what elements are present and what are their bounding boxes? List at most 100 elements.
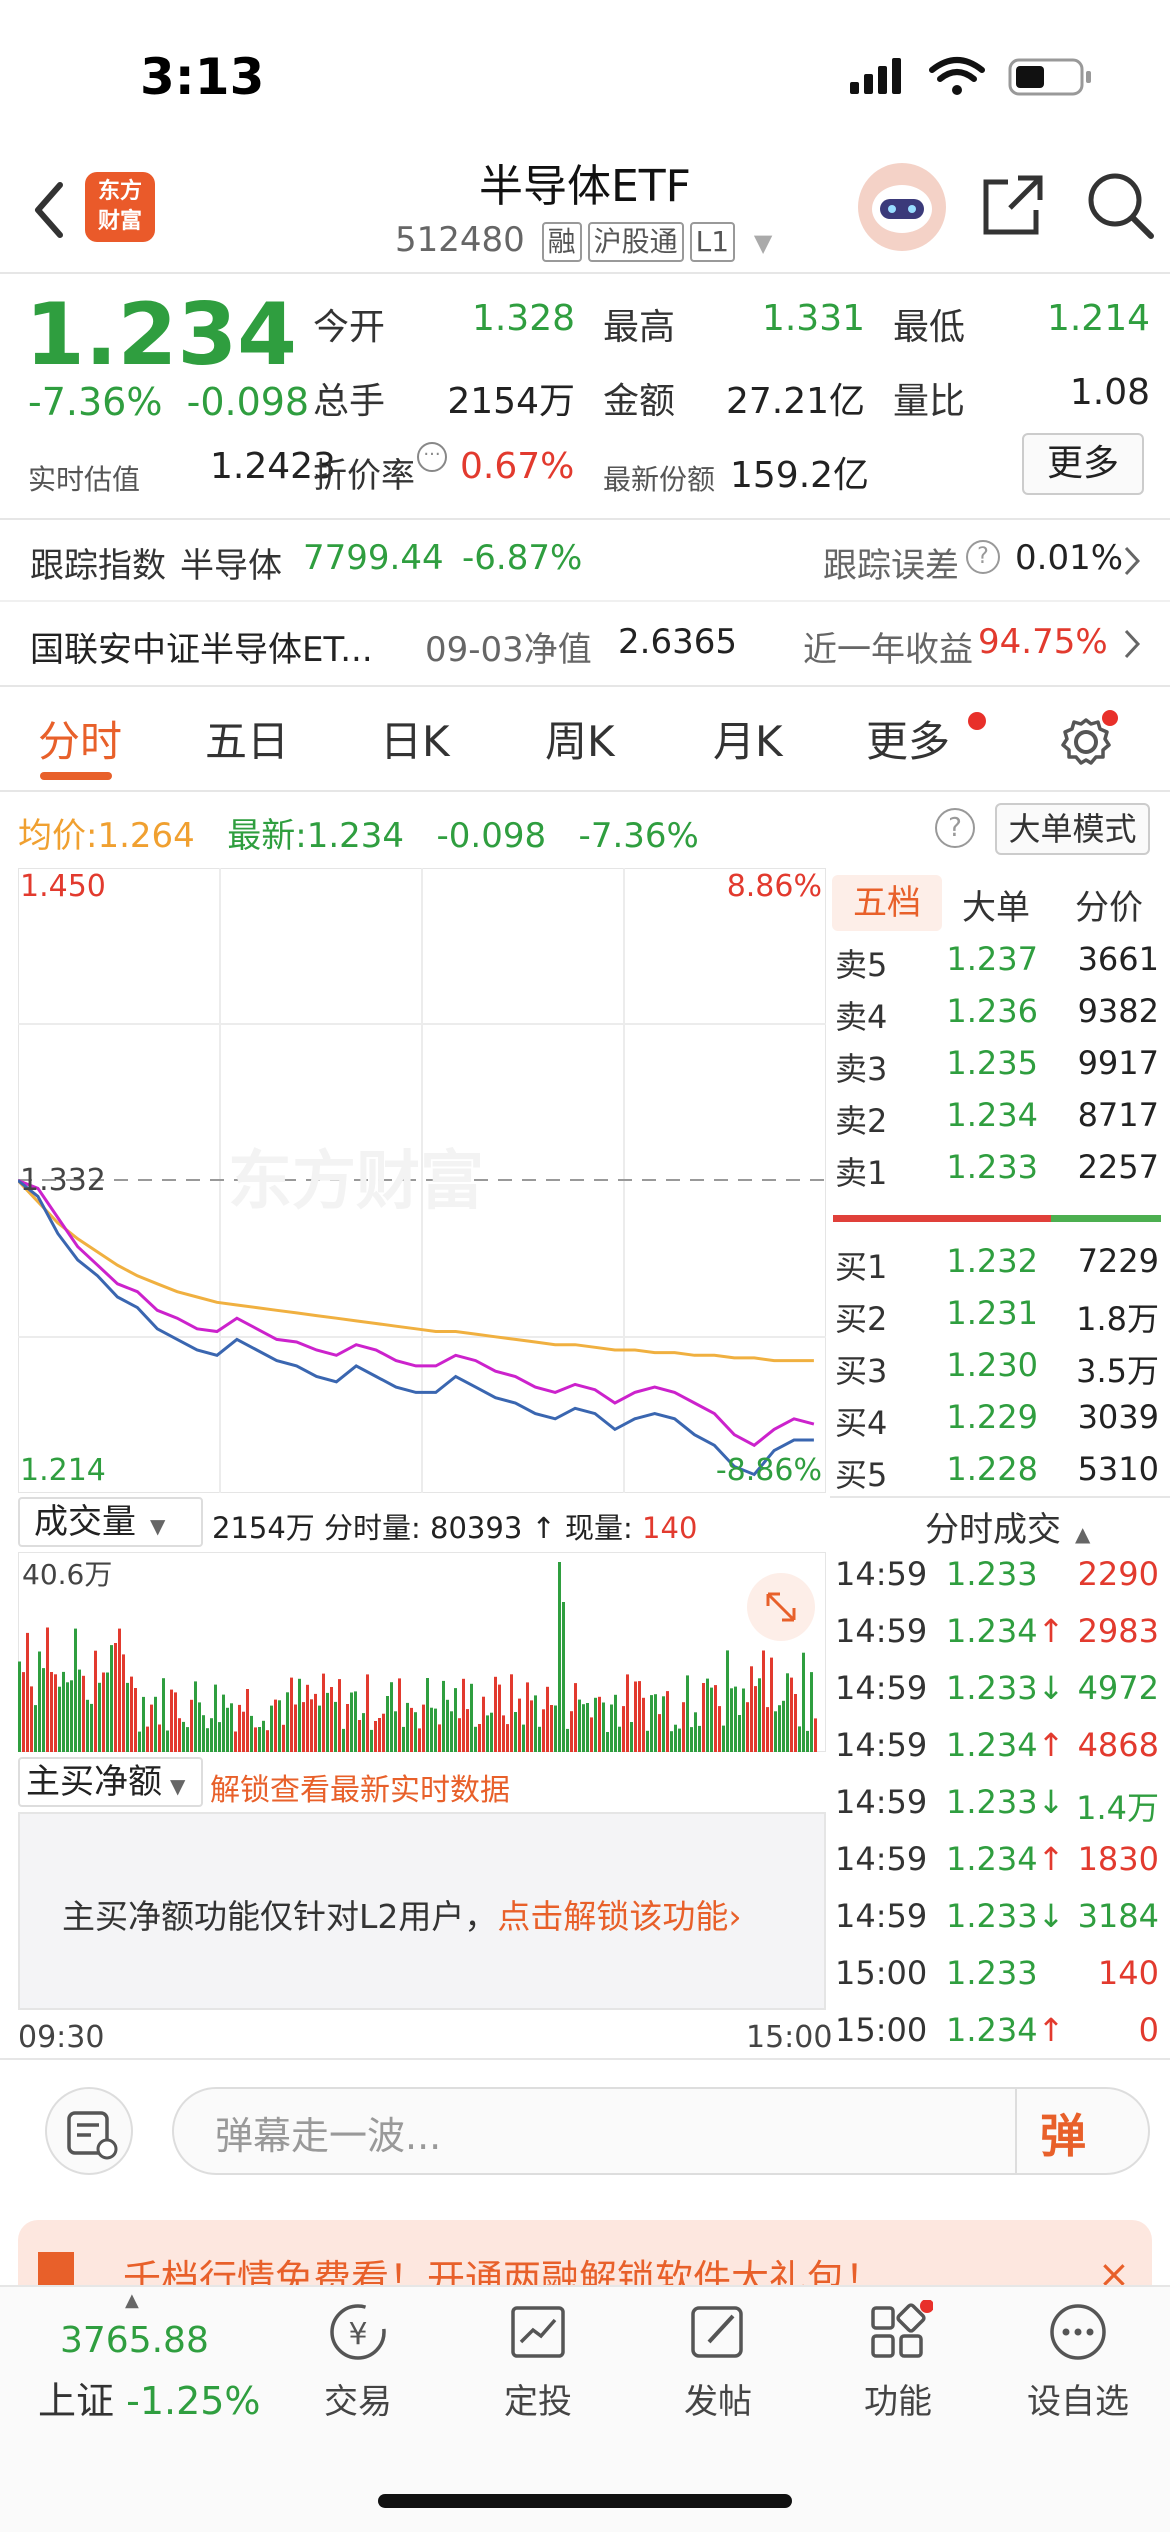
tab-active-indicator: [40, 772, 112, 780]
tab-daily-k[interactable]: 日K: [380, 717, 450, 766]
volume-bar: [510, 1674, 513, 1752]
tab-intraday[interactable]: 分时: [38, 717, 123, 766]
current-price: 1.234: [25, 285, 298, 385]
bid-row[interactable]: 买4 1.229 3039: [835, 1398, 1159, 1442]
share-icon[interactable]: [978, 170, 1048, 240]
ask-row[interactable]: 卖5 1.237 3661: [835, 940, 1159, 984]
help-icon[interactable]: ?: [935, 808, 975, 848]
more-dots-icon: [1050, 2304, 1106, 2360]
nav-add-watchlist[interactable]: 设自选: [1018, 2300, 1138, 2423]
volume-selector[interactable]: 成交量 ▼: [18, 1497, 203, 1547]
big-order-mode-button[interactable]: 大单模式: [995, 803, 1150, 855]
tracking-index-name[interactable]: 半导体: [180, 546, 282, 586]
index-ticker[interactable]: 上证 -1.25%: [38, 2379, 261, 2423]
fund-name[interactable]: 国联安中证半导体ET...: [30, 630, 373, 670]
stat-label-open: 今开: [313, 307, 386, 348]
ask-row[interactable]: 卖1 1.233 2257: [835, 1148, 1159, 1192]
tab-more[interactable]: 更多: [866, 717, 951, 766]
fund-nav-date: 09-03净值: [425, 630, 592, 670]
volume-bar: [22, 1672, 25, 1752]
volume-bar: [534, 1695, 537, 1752]
tab-five-day[interactable]: 五日: [205, 717, 290, 766]
index-value[interactable]: 3765.88: [60, 2320, 209, 2361]
assistant-avatar[interactable]: [858, 163, 946, 251]
stat-label-ratio: 量比: [893, 381, 966, 422]
info-dots-icon[interactable]: ···: [417, 442, 447, 472]
volume-bar: [114, 1643, 117, 1752]
ask-row[interactable]: 卖2 1.234 8717: [835, 1096, 1159, 1140]
danmaku-input[interactable]: [172, 2087, 1150, 2175]
tab-weekly-k[interactable]: 周K: [545, 717, 615, 766]
volume-bar: [98, 1682, 101, 1752]
unlock-feature-link[interactable]: 点击解锁该功能: [497, 1897, 729, 1936]
volume-bar: [334, 1701, 337, 1752]
volume-bar: [662, 1696, 665, 1752]
tracking-label: 跟踪指数: [30, 546, 166, 586]
intraday-chart[interactable]: 东方财富 1.450 1.332 1.214 8.86% -8.86%: [18, 868, 826, 1493]
tab-monthly-k[interactable]: 月K: [713, 717, 783, 766]
volume-bar: [102, 1672, 105, 1752]
volume-bar: [210, 1718, 213, 1752]
danmaku-toggle-button[interactable]: 弹: [1040, 2109, 1086, 2163]
volume-bar: [146, 1726, 149, 1752]
nav-trade[interactable]: ¥ 交易: [298, 2300, 418, 2423]
ask-row[interactable]: 卖3 1.235 9917: [835, 1044, 1159, 1088]
volume-bar: [590, 1717, 593, 1752]
volume-bar: [274, 1699, 277, 1752]
tick-row: 14:59 1.233↓ 3184: [835, 1897, 1159, 1935]
comment-list-button[interactable]: [45, 2087, 133, 2175]
nav-functions[interactable]: 功能: [838, 2299, 958, 2423]
time-axis-start: 09:30: [18, 2020, 105, 2055]
time-axis-end: 15:00: [746, 2020, 833, 2055]
volume-bar: [442, 1680, 445, 1752]
message-settings-icon: [67, 2111, 118, 2160]
nav-invest-plan[interactable]: 定投: [478, 2300, 598, 2423]
stat-value-volume: 2154万: [447, 381, 575, 422]
tracking-error-value: 0.01%: [1015, 538, 1124, 578]
help-icon[interactable]: ?: [966, 540, 1000, 574]
ticks-header[interactable]: 分时成交 ▲: [925, 1510, 1091, 1550]
caret-down-icon[interactable]: ▼: [753, 229, 773, 257]
volume-bar: [38, 1651, 41, 1752]
volume-bar: [30, 1686, 33, 1752]
unlock-link[interactable]: 解锁查看最新实时数据: [210, 1773, 510, 1808]
ask-row[interactable]: 卖4 1.236 9382: [835, 992, 1159, 1036]
gear-icon[interactable]: [1058, 710, 1118, 770]
volume-bar: [702, 1683, 705, 1752]
volume-chart[interactable]: 40.6万: [18, 1552, 826, 1752]
tag-level: L1: [689, 222, 736, 262]
stat-label-amount: 金额: [603, 381, 676, 422]
premium-value: 0.67%: [460, 446, 575, 487]
bid-row[interactable]: 买2 1.231 1.8万: [835, 1294, 1159, 1338]
volume-bar: [422, 1704, 425, 1752]
volume-bar: [490, 1712, 493, 1752]
stat-value-low: 1.214: [1046, 298, 1150, 339]
volume-bar: [18, 1661, 21, 1752]
volume-bar: [378, 1718, 381, 1752]
volume-bar: [254, 1727, 257, 1752]
bid-row[interactable]: 买3 1.230 3.5万: [835, 1346, 1159, 1390]
volume-bar: [446, 1699, 449, 1752]
back-button[interactable]: [22, 175, 82, 245]
search-icon[interactable]: [1085, 170, 1155, 240]
chevron-right-icon[interactable]: [1122, 544, 1142, 578]
netbuy-selector[interactable]: 主买净额 ▼: [18, 1757, 203, 1807]
volume-bar: [746, 1702, 749, 1752]
caret-up-icon[interactable]: ▲: [125, 2290, 139, 2311]
volume-bar: [250, 1715, 253, 1752]
tab-big-orders[interactable]: 大单: [962, 888, 1030, 928]
tab-price-dist[interactable]: 分价: [1075, 888, 1143, 928]
tick-row: 14:59 1.234↑ 1830: [835, 1840, 1159, 1878]
volume-bar: [74, 1628, 77, 1752]
chevron-right-icon[interactable]: [1122, 627, 1142, 661]
y-axis-mid: 1.332: [20, 1163, 106, 1198]
tab-five-levels[interactable]: 五档: [832, 875, 942, 931]
volume-bar: [370, 1729, 373, 1752]
iopv-label: 实时估值: [28, 463, 141, 496]
volume-bar: [646, 1730, 649, 1752]
nav-post[interactable]: 发帖: [658, 2300, 778, 2423]
bid-row[interactable]: 买1 1.232 7229: [835, 1242, 1159, 1286]
volume-bar: [222, 1694, 225, 1752]
more-button[interactable]: 更多: [1022, 433, 1144, 495]
bid-row[interactable]: 买5 1.228 5310: [835, 1450, 1159, 1494]
